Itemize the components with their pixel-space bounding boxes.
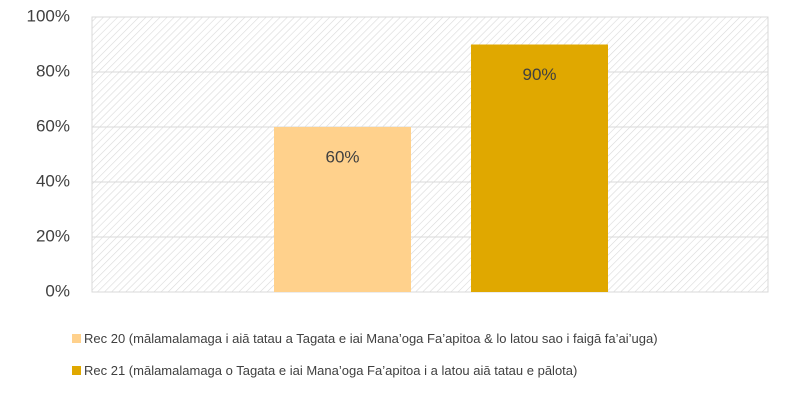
legend-label: Rec 21 (mālamalamaga o Tagata e iai Mana… — [84, 363, 578, 378]
y-tick-label: 20% — [36, 226, 70, 245]
y-tick-label: 0% — [45, 281, 70, 300]
legend-swatch — [72, 334, 81, 343]
y-tick-label: 80% — [36, 61, 70, 80]
legend-entry: Rec 21 (mālamalamaga o Tagata e iai Mana… — [72, 362, 762, 380]
value-label: 90% — [522, 65, 556, 84]
legend-label: Rec 20 (mālamalamaga i aiā tatau a Tagat… — [84, 331, 658, 346]
legend: Rec 20 (mālamalamaga i aiā tatau a Tagat… — [72, 330, 762, 390]
y-tick-label: 60% — [36, 116, 70, 135]
legend-swatch — [72, 366, 81, 375]
y-tick-label: 40% — [36, 171, 70, 190]
plot-area — [91, 16, 769, 293]
chart: 0% 20% 40% 60% 80% 100% 60% 90% — [27, 6, 769, 300]
value-label: 60% — [325, 147, 359, 166]
y-tick-label: 100% — [27, 6, 70, 25]
bar — [471, 44, 608, 292]
legend-entry: Rec 20 (mālamalamaga i aiā tatau a Tagat… — [72, 330, 762, 348]
bar — [274, 127, 411, 292]
